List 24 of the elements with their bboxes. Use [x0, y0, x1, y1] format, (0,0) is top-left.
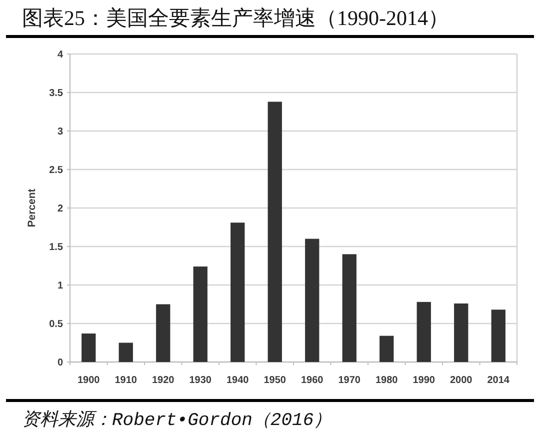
y-tick-label: 0.5: [49, 319, 64, 330]
x-tick-label: 2000: [450, 375, 473, 386]
y-tick-label: 1.5: [49, 242, 64, 253]
chart-title: 图表25：美国全要素生产率增速（1990-2014）: [22, 6, 449, 30]
x-tick-label: 1970: [338, 375, 361, 386]
y-tick-label: 0: [57, 358, 64, 368]
x-tick-label: 1960: [301, 375, 324, 386]
x-tick-label: 1920: [152, 375, 175, 386]
x-tick-label: 2014: [487, 375, 510, 386]
x-tick-label: 1950: [264, 375, 286, 386]
x-tick-label: 1940: [226, 375, 250, 386]
x-tick-label: 1930: [189, 375, 212, 386]
y-tick-label: 4: [57, 50, 64, 60]
y-tick-label: 2.5: [49, 165, 64, 176]
y-tick-label: 3: [57, 126, 64, 138]
y-axis-title: Percent: [26, 188, 38, 228]
x-tick-label: 1910: [114, 375, 138, 386]
y-tick-label: 3.5: [49, 88, 64, 99]
y-tick-label: 2: [57, 204, 64, 214]
x-tick-label: 1900: [78, 375, 100, 386]
x-tick-label: 1990: [412, 375, 436, 386]
y-tick-label: 1: [57, 280, 64, 292]
x-tick-label: 1980: [376, 375, 398, 386]
text: 资料来源：Robert•Gordon（2016）: [22, 410, 332, 431]
